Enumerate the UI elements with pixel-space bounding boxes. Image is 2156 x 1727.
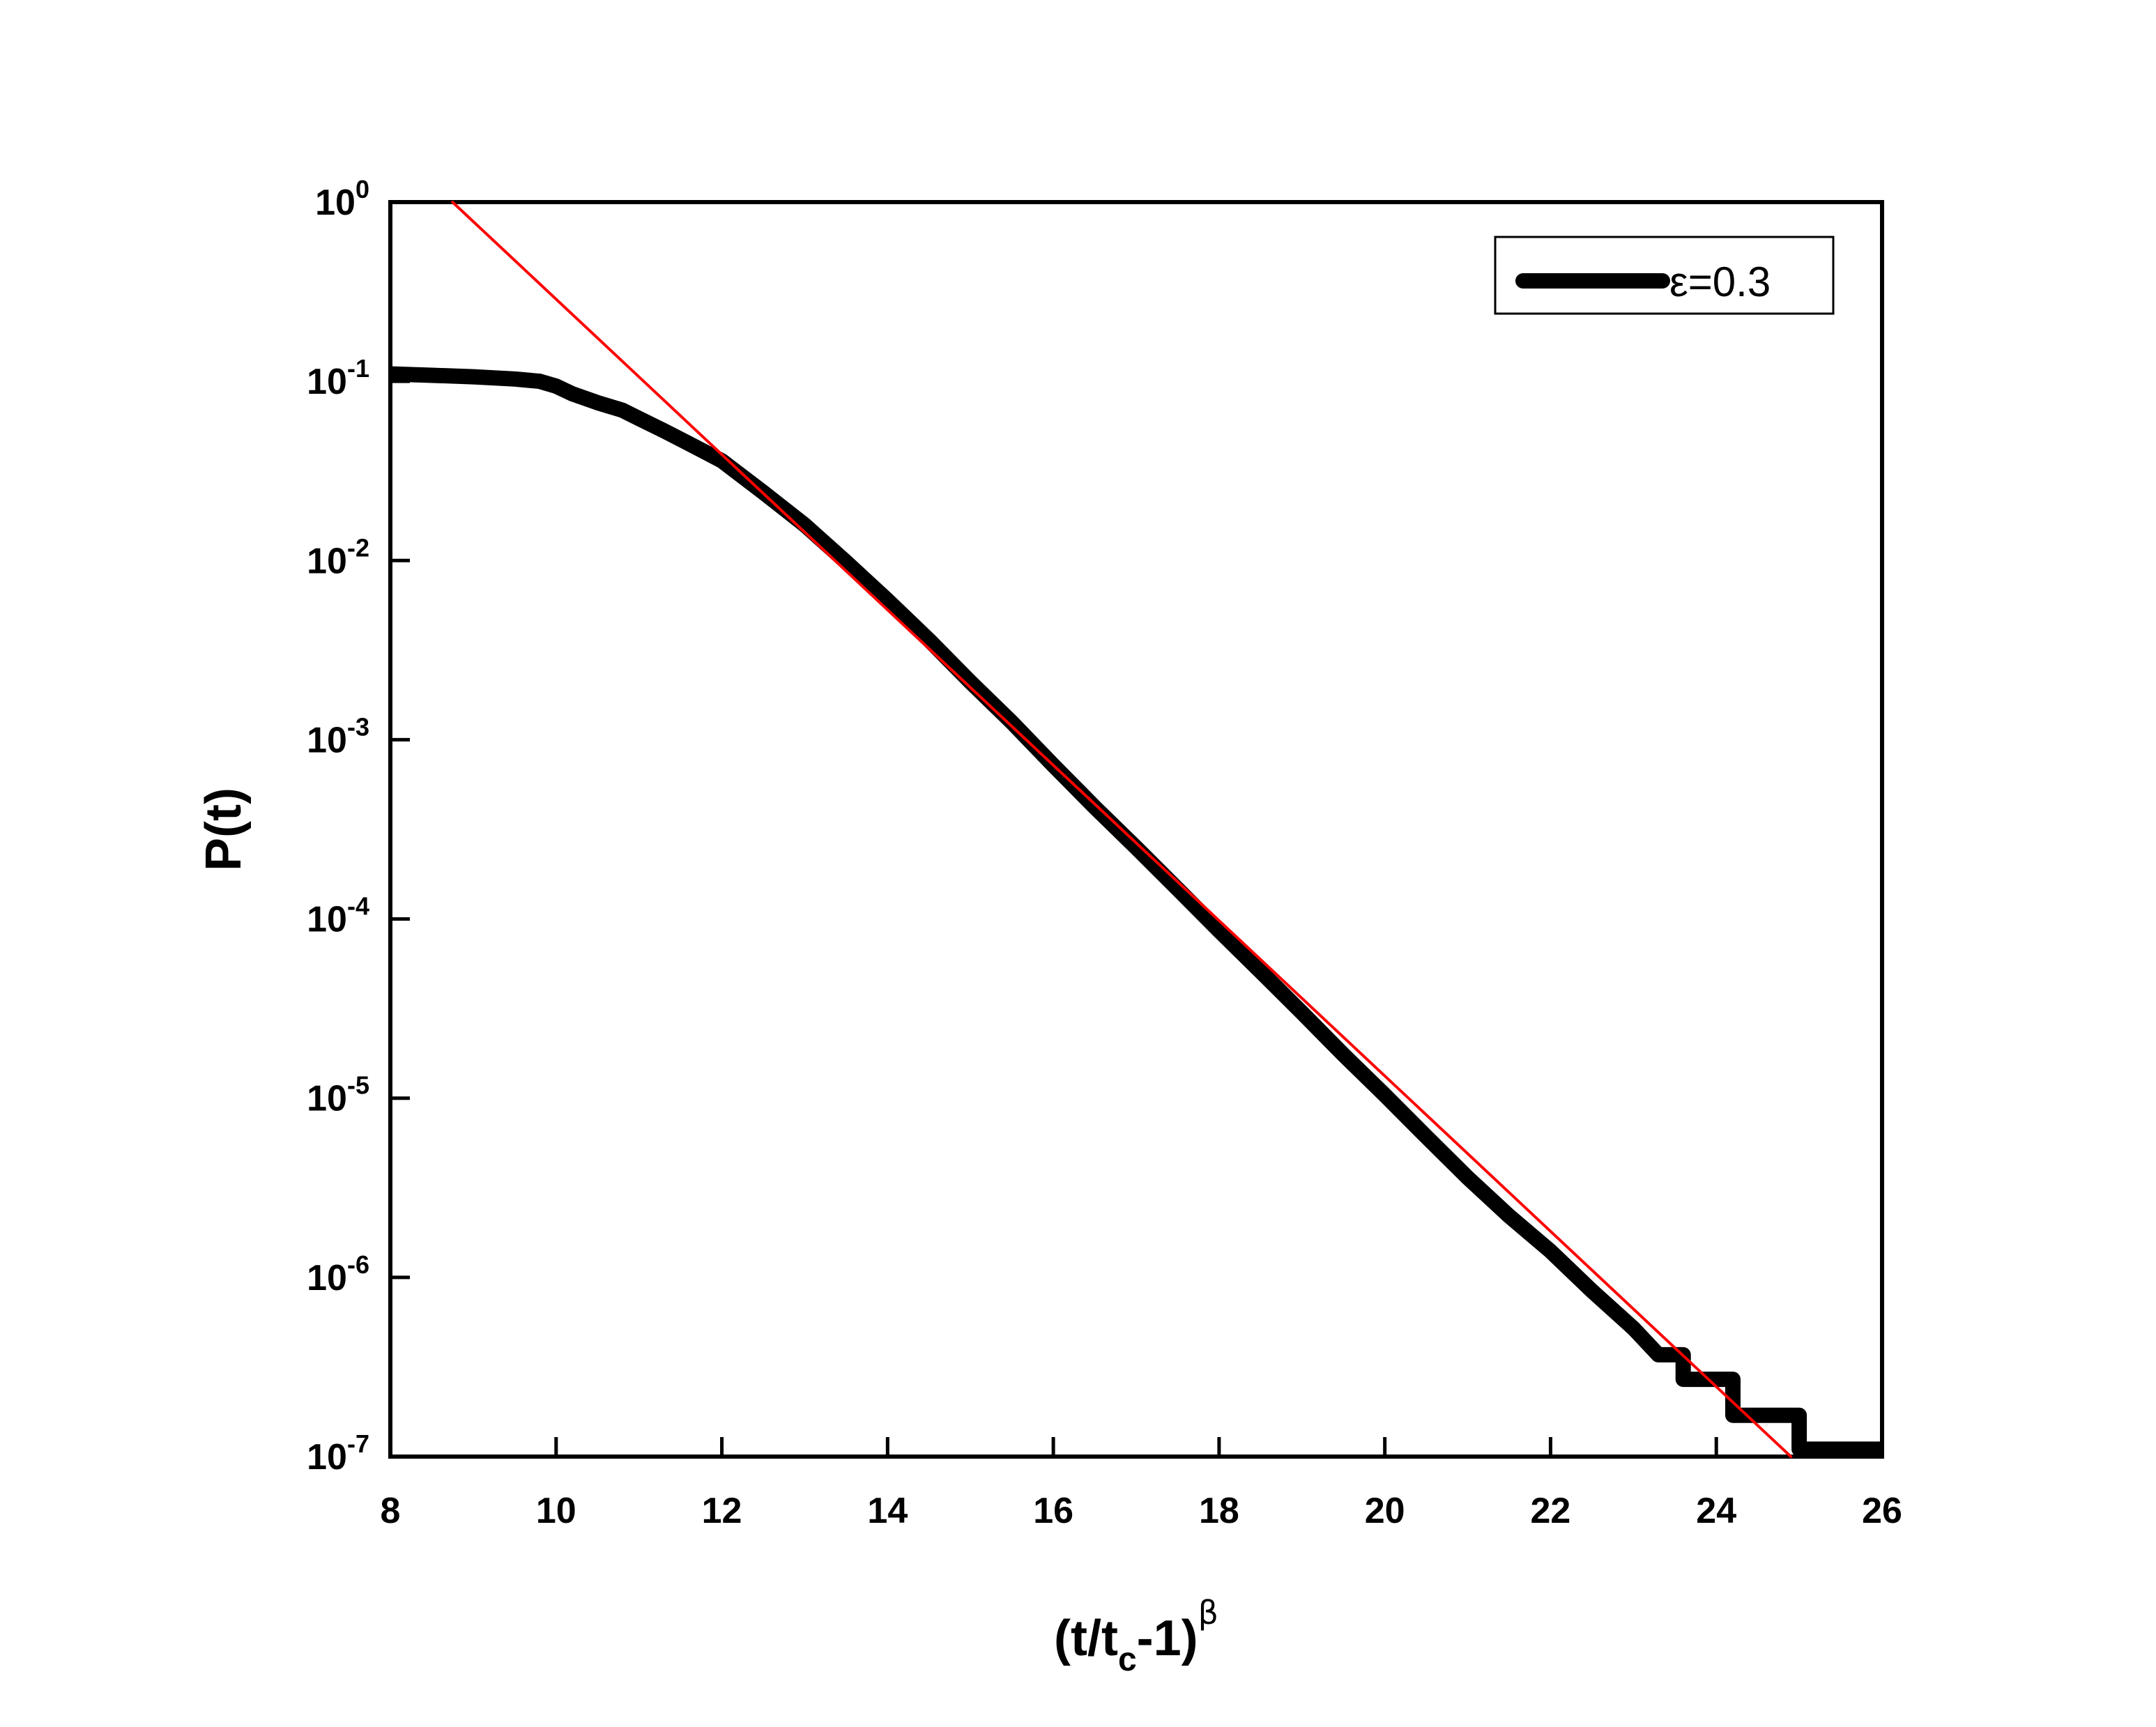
y-tick-label-5: 10-5 bbox=[307, 1071, 369, 1119]
x-tick-labels: 8 10 12 14 16 18 20 22 24 26 bbox=[381, 1491, 1902, 1531]
x-axis-title-sup: β bbox=[1198, 1594, 1218, 1632]
x-axis-title-main: (t/t bbox=[1054, 1611, 1118, 1666]
y-tick-label-6: 10-6 bbox=[307, 1250, 369, 1298]
x-tick-label-1: 10 bbox=[536, 1491, 576, 1531]
x-axis-title: (t/tc-1)β bbox=[1054, 1594, 1218, 1678]
legend-label: ε=0.3 bbox=[1669, 259, 1771, 305]
plot-frame bbox=[388, 200, 1884, 1459]
y-axis-title: P(t) bbox=[196, 788, 252, 871]
y-tick-label-1: 10-1 bbox=[307, 354, 369, 402]
series-line-data bbox=[390, 366, 1882, 1457]
x-tick-label-5: 18 bbox=[1199, 1491, 1239, 1531]
x-tick-label-6: 20 bbox=[1365, 1491, 1405, 1531]
series-layer bbox=[390, 201, 1882, 1458]
y-tick-label-4: 10-4 bbox=[307, 892, 369, 940]
series-line-fit bbox=[451, 201, 1793, 1458]
y-tick-label-2: 10-2 bbox=[307, 533, 369, 581]
y-tick-label-0: 100 bbox=[315, 175, 369, 223]
x-tick-label-3: 14 bbox=[867, 1491, 908, 1531]
x-axis-title-tail: -1) bbox=[1137, 1611, 1198, 1666]
x-tick-label-0: 8 bbox=[381, 1491, 401, 1531]
x-tick-label-7: 22 bbox=[1531, 1491, 1571, 1531]
y-tick-labels: 100 10-1 10-2 10-3 10-4 10-5 10-6 10-7 bbox=[307, 175, 369, 1477]
x-axis-title-sub: c bbox=[1118, 1641, 1137, 1678]
x-tick-label-2: 12 bbox=[702, 1491, 742, 1531]
x-tick-label-8: 24 bbox=[1696, 1491, 1736, 1531]
x-tick-label-4: 16 bbox=[1033, 1491, 1073, 1531]
ticks bbox=[388, 200, 1884, 1459]
y-tick-label-7: 10-7 bbox=[307, 1429, 369, 1477]
legend: ε=0.3 bbox=[1494, 236, 1835, 315]
y-tick-label-3: 10-3 bbox=[307, 712, 369, 760]
x-tick-label-9: 26 bbox=[1862, 1491, 1902, 1531]
